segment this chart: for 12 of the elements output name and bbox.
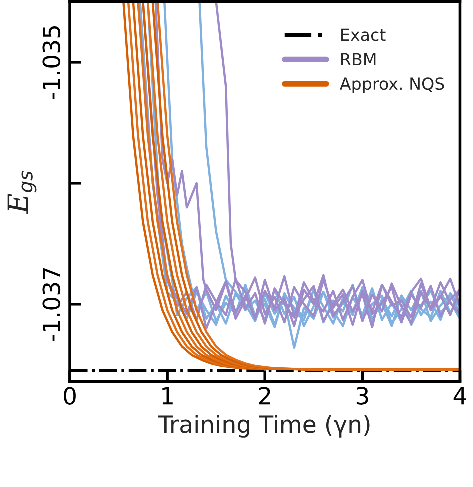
x-tick-label: 4 [454, 387, 466, 405]
legend-label: Approx. NQS [340, 78, 444, 94]
y-tick-label: -1.037 [42, 268, 61, 342]
y-axis-title: E$_{gs}$ [8, 171, 37, 214]
x-tick-label: 1 [162, 387, 173, 405]
x-axis-title: Training Time (γn) [158, 415, 370, 438]
y-tick-label: -1.035 [42, 26, 61, 100]
x-tick-label: 0 [64, 387, 76, 405]
x-tick-label: 2 [259, 387, 270, 405]
x-tick-label: 3 [356, 387, 368, 405]
legend-label: RBM [342, 53, 376, 66]
legend-label: Exact [342, 28, 386, 42]
